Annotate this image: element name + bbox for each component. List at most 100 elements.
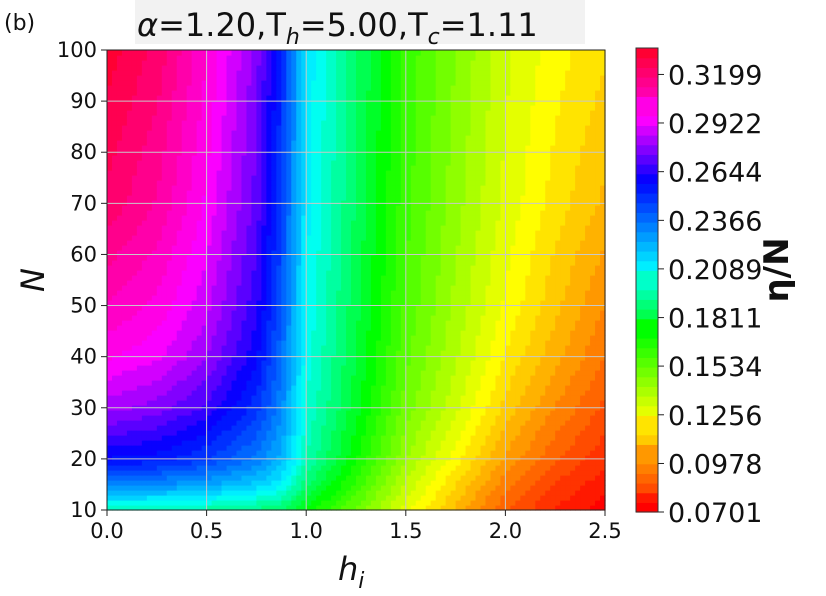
heatmap-cell [490, 330, 497, 336]
heatmap-cell [550, 475, 556, 481]
heatmap-cell [186, 355, 193, 361]
heatmap-cell [131, 480, 138, 486]
heatmap-cell [116, 465, 123, 471]
heatmap-cell [316, 420, 322, 426]
heatmap-cell [171, 415, 178, 421]
heatmap-cell [221, 415, 228, 421]
heatmap-cell [276, 465, 282, 471]
heatmap-cell [246, 500, 253, 506]
heatmap-cell [196, 470, 203, 476]
heatmap-cell [360, 325, 367, 331]
heatmap-cell [166, 480, 173, 486]
heatmap-cell [246, 385, 253, 391]
heatmap-cell [595, 310, 601, 316]
heatmap-cell [231, 365, 238, 371]
heatmap-cell [191, 380, 198, 386]
heatmap-cell [321, 420, 327, 426]
heatmap-cell [321, 410, 327, 416]
heatmap-cell [575, 475, 581, 481]
heatmap-cell [495, 270, 502, 276]
heatmap-cell [286, 305, 292, 311]
heatmap-cell [191, 415, 198, 421]
heatmap-cell [221, 360, 228, 366]
heatmap-cell [420, 260, 427, 266]
heatmap-cell [306, 290, 312, 296]
heatmap-cell [490, 370, 497, 376]
heatmap-cell [246, 390, 253, 396]
heatmap-cell [191, 290, 198, 296]
heatmap-cell [525, 480, 531, 486]
heatmap-cell [465, 265, 472, 271]
heatmap-cell [286, 490, 292, 496]
heatmap-cell [500, 410, 506, 416]
heatmap-cell [196, 325, 203, 331]
heatmap-cell [161, 415, 168, 421]
heatmap-cell [131, 355, 138, 361]
heatmap-cell [131, 500, 138, 506]
heatmap-cell [311, 505, 317, 511]
heatmap-cell [111, 500, 118, 506]
heatmap-cell [116, 320, 123, 326]
heatmap-cell [126, 475, 133, 481]
heatmap-cell [171, 320, 178, 326]
heatmap-cell [380, 305, 387, 311]
heatmap-cell [256, 410, 262, 416]
heatmap-cell [121, 330, 128, 336]
heatmap-cell [440, 325, 447, 331]
heatmap-cell [365, 345, 372, 351]
heatmap-cell [251, 295, 257, 301]
heatmap-cell [435, 380, 442, 386]
heatmap-cell [510, 360, 516, 366]
heatmap-cell [455, 265, 462, 271]
heatmap-cell [141, 440, 148, 446]
heatmap-cell [460, 350, 467, 356]
heatmap-cell [296, 285, 302, 291]
heatmap-cell [430, 465, 437, 471]
heatmap-cell [590, 360, 596, 366]
heatmap-cell [470, 465, 477, 471]
heatmap-cell [286, 345, 292, 351]
heatmap-cell [500, 335, 506, 341]
heatmap-cell [316, 395, 322, 401]
heatmap-cell [231, 340, 238, 346]
heatmap-cell [186, 360, 193, 366]
heatmap-cell [107, 450, 113, 456]
heatmap-cell [141, 260, 148, 266]
heatmap-cell [341, 335, 347, 341]
heatmap-cell [505, 355, 511, 361]
heatmap-cell [256, 325, 262, 331]
heatmap-cell [495, 385, 502, 391]
heatmap-cell [256, 260, 262, 266]
heatmap-cell [550, 495, 556, 501]
heatmap-cell [365, 400, 372, 406]
heatmap-cell [590, 415, 596, 421]
heatmap-cell [331, 485, 337, 491]
heatmap-cell [475, 280, 482, 286]
heatmap-cell [420, 465, 427, 471]
heatmap-cell [331, 300, 337, 306]
heatmap-cell [555, 410, 561, 416]
heatmap-cell [351, 440, 357, 446]
heatmap-cell [306, 305, 312, 311]
heatmap-cell [111, 390, 118, 396]
heatmap-cell [485, 440, 492, 446]
heatmap-cell [221, 495, 228, 501]
heatmap-cell [121, 500, 128, 506]
heatmap-cell [440, 475, 447, 481]
heatmap-cell [525, 310, 531, 316]
heatmap-cell [585, 310, 591, 316]
heatmap-cell [570, 370, 576, 376]
heatmap-cell [111, 285, 118, 291]
heatmap-cell [585, 430, 591, 436]
heatmap-cell [301, 480, 307, 486]
heatmap-cell [266, 310, 272, 316]
heatmap-cell [296, 375, 302, 381]
heatmap-cell [590, 355, 596, 361]
heatmap-cell [495, 315, 502, 321]
heatmap-cell [370, 295, 377, 301]
heatmap-cell [266, 395, 272, 401]
heatmap-cell [261, 315, 267, 321]
heatmap-cell [550, 450, 556, 456]
heatmap-cell [211, 375, 218, 381]
heatmap-cell [201, 475, 208, 481]
